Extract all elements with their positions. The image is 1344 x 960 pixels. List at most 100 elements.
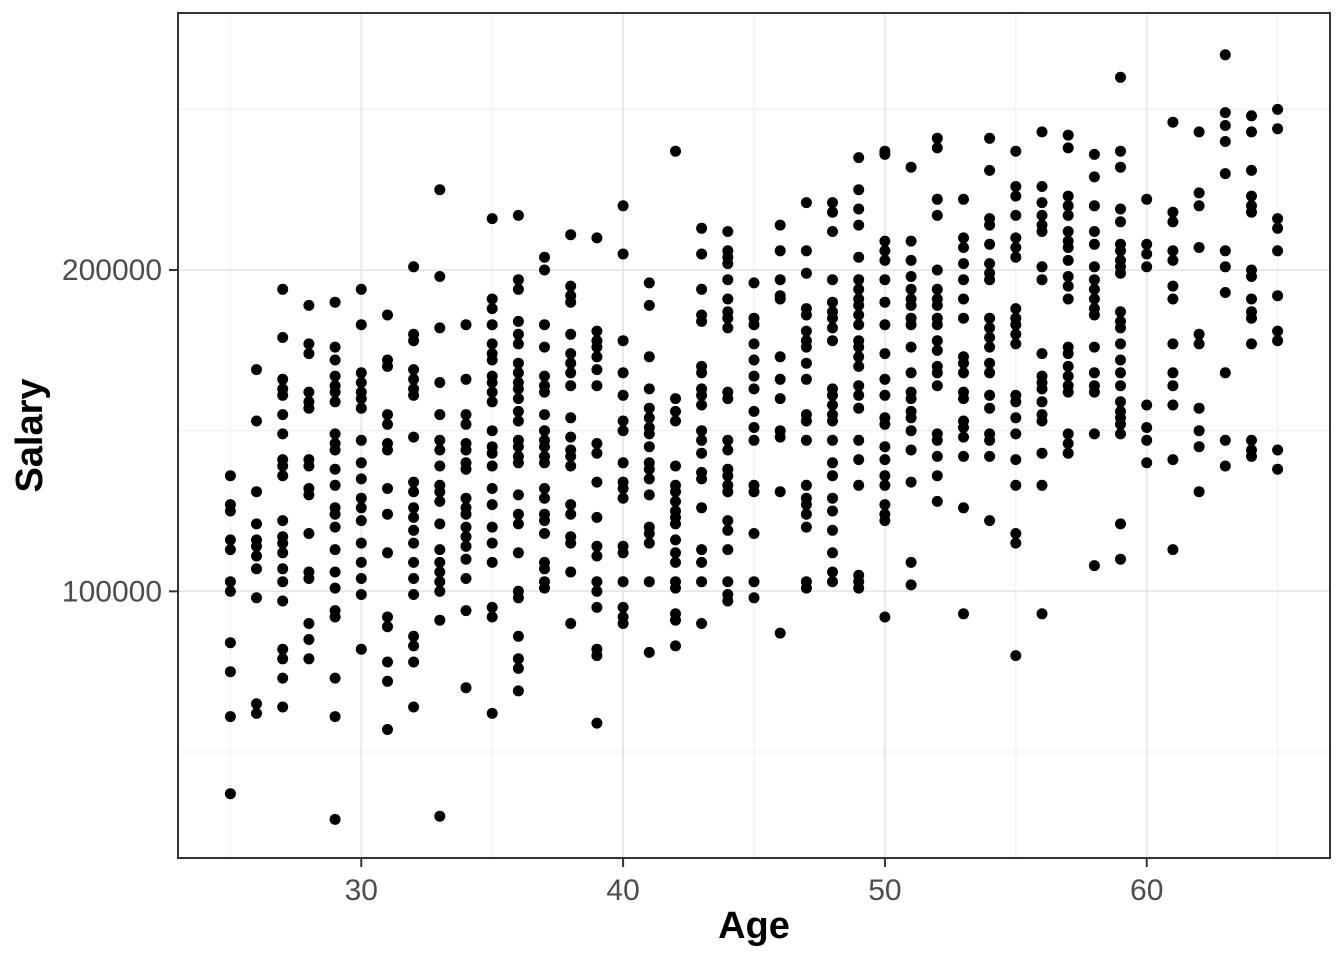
- data-point: [591, 601, 603, 613]
- data-point: [931, 470, 943, 482]
- data-point: [774, 351, 786, 363]
- data-point: [355, 434, 367, 446]
- data-point: [591, 540, 603, 552]
- data-point: [670, 547, 681, 559]
- data-point: [382, 547, 393, 559]
- data-point: [434, 566, 446, 578]
- data-point: [434, 184, 446, 196]
- data-point: [984, 219, 996, 231]
- data-point: [1062, 386, 1074, 398]
- data-point: [565, 296, 577, 308]
- data-point: [879, 389, 891, 401]
- data-point: [512, 383, 524, 395]
- data-point: [486, 319, 498, 331]
- data-point: [408, 640, 420, 652]
- data-point: [277, 653, 289, 665]
- data-point: [486, 338, 498, 350]
- data-point: [512, 653, 524, 665]
- data-point: [1062, 447, 1074, 459]
- data-point: [329, 370, 341, 382]
- data-point: [251, 486, 262, 498]
- data-point: [1062, 271, 1074, 282]
- data-point: [382, 360, 393, 372]
- data-point: [1115, 380, 1126, 392]
- data-point: [827, 492, 838, 504]
- data-point: [512, 274, 524, 286]
- data-point: [1167, 216, 1179, 228]
- data-point: [748, 486, 760, 498]
- data-point: [984, 402, 996, 414]
- data-point: [1115, 245, 1126, 257]
- data-point: [1036, 415, 1048, 427]
- data-point: [1088, 386, 1100, 398]
- data-point: [800, 582, 812, 594]
- data-point: [486, 293, 498, 305]
- data-point: [1010, 528, 1022, 539]
- data-point: [1036, 197, 1048, 209]
- data-point: [1088, 171, 1100, 183]
- data-point: [1246, 293, 1257, 305]
- data-point: [277, 672, 289, 684]
- data-point: [1167, 380, 1179, 392]
- data-point: [800, 325, 812, 337]
- data-point: [827, 399, 838, 411]
- data-point: [670, 614, 681, 626]
- data-point: [591, 364, 603, 376]
- data-point: [486, 377, 498, 388]
- data-point: [1141, 193, 1153, 205]
- data-point: [931, 367, 943, 379]
- data-point: [408, 476, 420, 488]
- data-point: [853, 283, 865, 295]
- data-point: [329, 813, 341, 825]
- data-point: [1141, 248, 1153, 260]
- data-point: [1010, 428, 1022, 440]
- data-point: [696, 473, 708, 485]
- data-point: [408, 573, 420, 584]
- data-point: [539, 251, 550, 263]
- data-point: [408, 502, 420, 514]
- data-point: [1088, 238, 1100, 250]
- data-point: [879, 515, 891, 527]
- data-point: [748, 576, 760, 588]
- data-point: [277, 389, 289, 401]
- data-point: [382, 508, 393, 520]
- data-point: [434, 544, 446, 556]
- data-point: [277, 576, 289, 588]
- data-point: [696, 248, 708, 260]
- data-point: [303, 634, 315, 645]
- data-point: [1167, 338, 1179, 350]
- data-point: [853, 152, 865, 164]
- data-point: [958, 450, 969, 462]
- data-point: [748, 370, 760, 382]
- data-point: [486, 354, 498, 366]
- data-point: [643, 441, 655, 453]
- data-point: [277, 470, 289, 482]
- data-point: [1010, 145, 1022, 157]
- data-point: [827, 547, 838, 559]
- data-point: [460, 605, 472, 617]
- data-point: [512, 415, 524, 427]
- data-point: [1141, 399, 1153, 411]
- data-point: [486, 303, 498, 315]
- data-point: [565, 357, 577, 369]
- data-point: [643, 489, 655, 501]
- data-point: [879, 611, 891, 623]
- data-point: [277, 428, 289, 440]
- data-point: [853, 389, 865, 401]
- data-point: [329, 386, 341, 398]
- data-point: [1062, 129, 1074, 141]
- data-point: [277, 409, 289, 421]
- data-point: [879, 499, 891, 511]
- data-point: [355, 319, 367, 331]
- data-point: [800, 415, 812, 427]
- data-point: [748, 338, 760, 350]
- data-point: [408, 524, 420, 536]
- data-point: [1219, 460, 1231, 472]
- data-point: [408, 630, 420, 642]
- data-point: [1167, 454, 1179, 466]
- data-point: [277, 332, 289, 343]
- data-point: [1272, 123, 1284, 135]
- data-point: [1246, 312, 1257, 324]
- data-point: [277, 643, 289, 655]
- data-point: [722, 486, 734, 498]
